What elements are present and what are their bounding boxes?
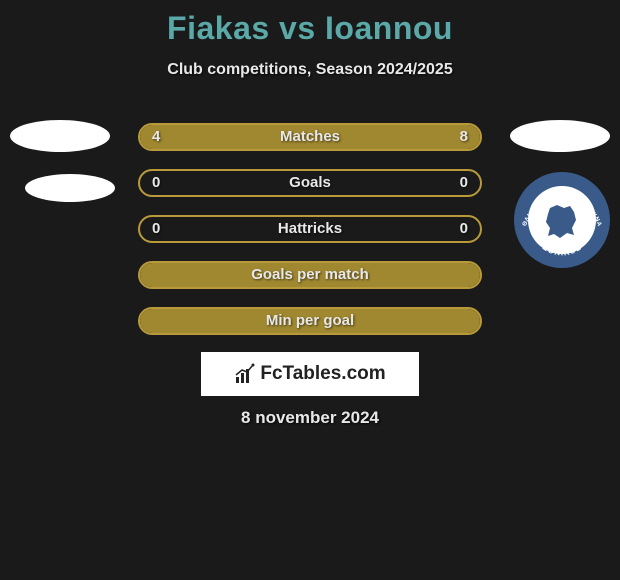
right-team-placeholder [510, 120, 610, 152]
bar-label: Min per goal [140, 312, 480, 329]
player1-name: Fiakas [167, 10, 270, 46]
branding-text: FcTables.com [260, 363, 385, 385]
footer-date: 8 november 2024 [0, 408, 620, 428]
comparison-row: 48Matches [138, 123, 482, 151]
comparison-row: 00Goals [138, 169, 482, 197]
bar-label: Goals [140, 174, 480, 191]
left-team-placeholder [10, 120, 115, 224]
subtitle: Club competitions, Season 2024/2025 [0, 61, 620, 79]
club-badge: ΑΘΛΗΤΙΚΟΣ ΣΥΛΛΟΓΟΣ ΑΧΝΑΣ ΕΘΝΙΚΟΣ [512, 170, 612, 270]
comparison-row: 00Hattricks [138, 215, 482, 243]
bar-label: Matches [140, 128, 480, 145]
ellipse-shape [10, 120, 110, 152]
bar-label: Goals per match [140, 266, 480, 283]
ellipse-shape [25, 174, 115, 202]
vs-text: vs [279, 10, 316, 46]
comparison-row: Min per goal [138, 307, 482, 335]
greece-map-icon [546, 205, 576, 238]
comparison-row: Goals per match [138, 261, 482, 289]
page-title: Fiakas vs Ioannou [0, 0, 620, 47]
player2-name: Ioannou [325, 10, 453, 46]
comparison-bars: 48Matches 00Goals 00Hattricks Goals per mat… [138, 123, 482, 353]
chart-icon [234, 363, 256, 385]
branding-box: FcTables.com [201, 352, 419, 396]
bar-label: Hattricks [140, 220, 480, 237]
